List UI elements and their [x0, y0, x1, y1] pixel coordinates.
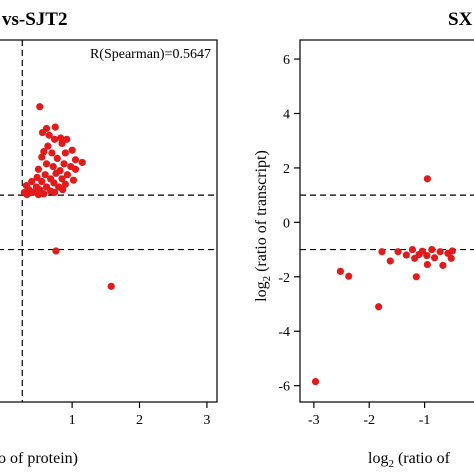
right-plot-frame: [299, 39, 474, 403]
spearman-annotation: R(Spearman)=0.5647: [90, 47, 211, 62]
right-chart-title: SX: [448, 9, 473, 30]
data-point: [78, 158, 86, 167]
right-panel: SX -3 -2 -1 6 4 2 0 -2 -4 -6 log2 (ratio of log2…: [253, 9, 474, 470]
right-y-axis-label: log2 (ratio of transcript): [253, 150, 273, 302]
data-point: [423, 175, 431, 183]
data-point: [423, 260, 431, 269]
data-point: [28, 177, 36, 186]
data-point: [41, 171, 49, 179]
data-point: [386, 257, 394, 265]
data-point: [71, 165, 80, 173]
data-point: [40, 147, 48, 156]
data-point: [375, 303, 383, 311]
data-point: [36, 103, 44, 111]
data-point: [423, 251, 431, 260]
left-points: [20, 103, 115, 290]
data-point: [58, 175, 66, 183]
data-point: [34, 165, 43, 173]
data-point: [58, 139, 66, 148]
y-tick-label: -4: [278, 325, 290, 340]
left-x-axis-label: o of protein): [0, 450, 78, 467]
data-point: [34, 190, 43, 199]
data-point: [51, 123, 59, 131]
data-point: [42, 160, 51, 168]
data-point: [311, 377, 320, 386]
y-tick-label: 4: [283, 107, 290, 122]
data-point: [51, 135, 59, 143]
right-points: [311, 175, 456, 386]
data-point: [51, 188, 59, 197]
data-point: [378, 248, 386, 256]
data-point: [412, 273, 420, 281]
left-plot-frame: [0, 39, 218, 403]
data-point: [418, 247, 426, 255]
data-point: [53, 154, 61, 162]
y-tick-label: 6: [283, 53, 290, 68]
data-point: [71, 156, 80, 164]
data-point: [394, 248, 402, 256]
data-point: [61, 149, 69, 157]
data-point: [44, 142, 52, 150]
data-point: [38, 153, 46, 161]
data-point: [447, 254, 455, 262]
y-tick-label: -6: [278, 380, 290, 395]
y-tick-label: 2: [283, 162, 290, 177]
y-tick-label: -2: [278, 271, 290, 286]
left-reference-lines: [0, 40, 217, 402]
right-y-ticks: 6 4 2 0 -2 -4 -6: [278, 53, 300, 395]
data-point: [439, 261, 447, 269]
data-point: [40, 190, 48, 198]
x-tick-label: -3: [308, 413, 320, 428]
data-point: [61, 180, 69, 188]
data-point: [345, 272, 353, 280]
data-point: [107, 282, 115, 290]
data-point: [402, 251, 410, 259]
data-point: [430, 254, 439, 262]
x-tick-label: 2: [136, 413, 143, 428]
y-tick-label: 0: [283, 216, 290, 231]
data-point: [59, 186, 67, 194]
right-reference-lines: [300, 194, 474, 251]
data-point: [38, 177, 46, 186]
x-tick-label: 1: [69, 413, 76, 428]
data-point: [63, 171, 72, 179]
data-point: [336, 267, 345, 275]
data-point: [408, 245, 417, 254]
data-point: [29, 188, 37, 197]
x-tick-label: 3: [203, 413, 210, 428]
left-chart-title: vs-SJT2: [2, 9, 67, 30]
data-point: [48, 149, 56, 157]
left-panel: vs-SJT2 R(Spearman)=0.5647 1 2 3 o of prot…: [0, 9, 218, 467]
x-tick-label: -1: [419, 413, 431, 428]
data-point: [60, 160, 68, 168]
data-point: [33, 173, 41, 182]
data-point: [68, 146, 76, 154]
data-point: [57, 134, 65, 142]
data-point: [38, 128, 47, 137]
data-point: [50, 179, 58, 187]
data-point: [428, 245, 436, 254]
data-point: [69, 176, 78, 184]
data-point: [45, 131, 53, 139]
data-point: [52, 247, 60, 255]
x-tick-label: -2: [363, 413, 375, 428]
data-point: [23, 190, 31, 199]
data-point: [52, 169, 60, 177]
data-point: [49, 162, 57, 171]
left-x-ticks: 1 2 3: [69, 402, 210, 428]
data-point: [436, 248, 444, 256]
right-x-ticks: -3 -2 -1: [308, 402, 430, 428]
data-point: [63, 135, 71, 143]
right-x-axis-label: log2 (ratio of: [368, 450, 451, 470]
